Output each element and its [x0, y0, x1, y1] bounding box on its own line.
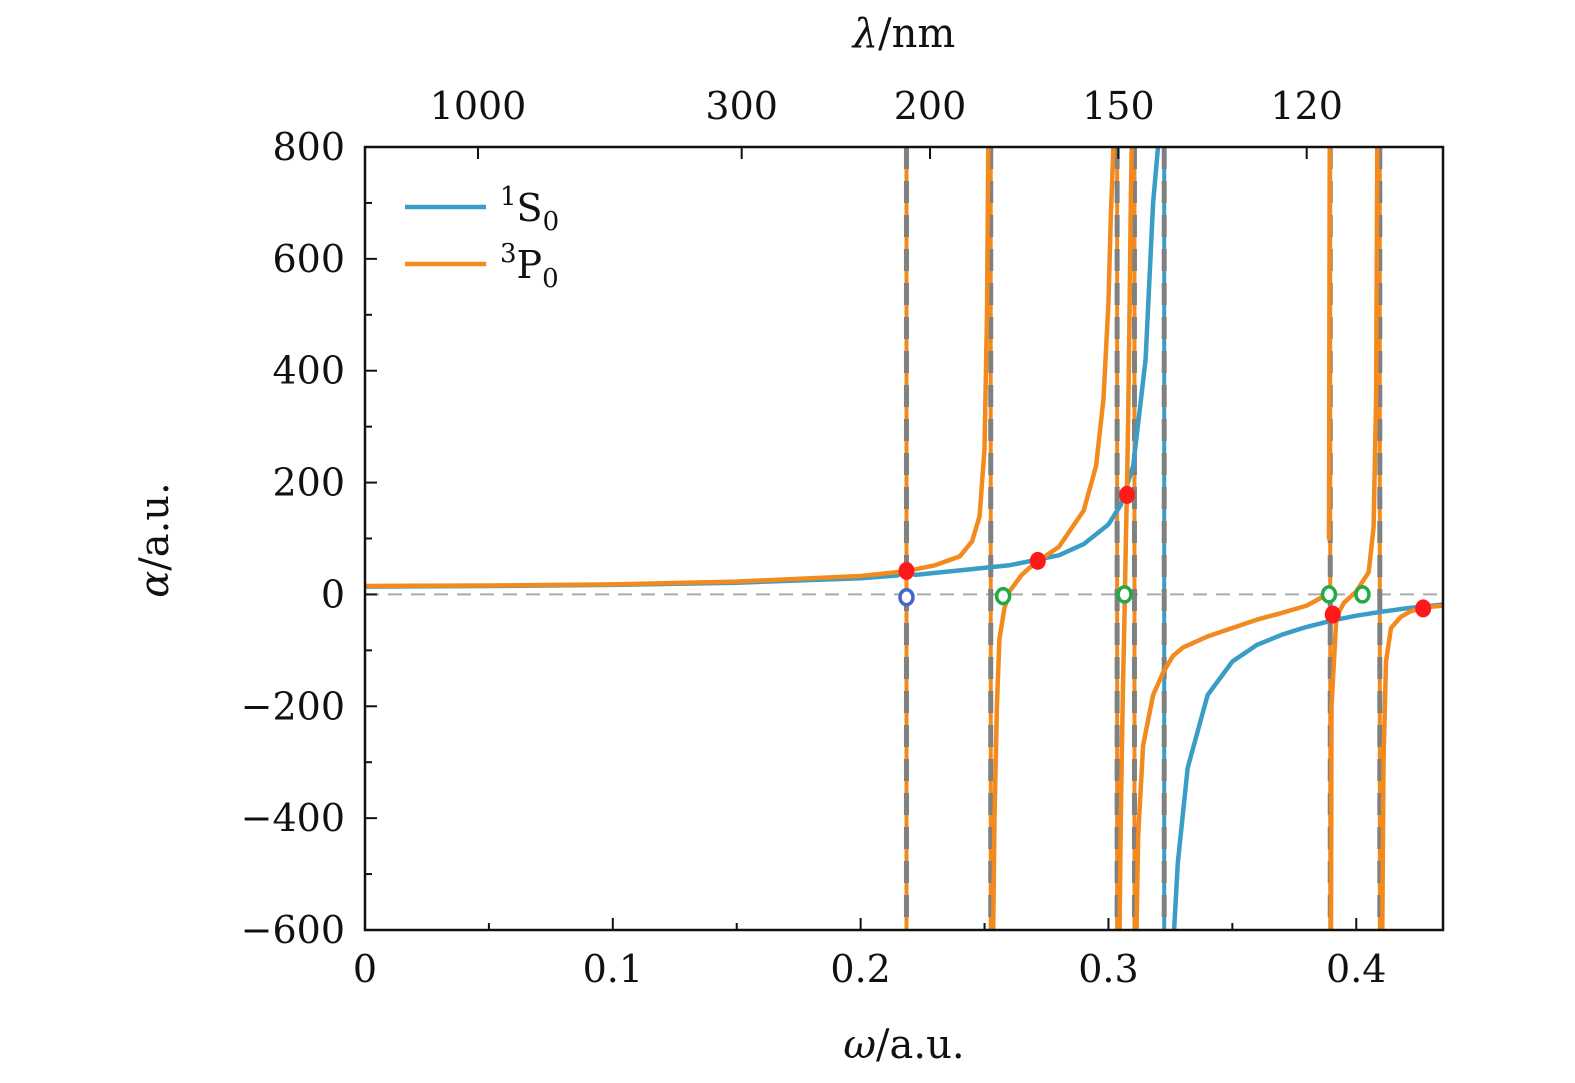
tune-out-point-3P0: [994, 586, 1012, 606]
series-line-3P0-segment-0: [365, 569, 901, 589]
top-axis-unit: /nm: [878, 11, 955, 57]
tune-out-point-3P0: [1354, 585, 1371, 604]
legend-label-subscript: 0: [542, 264, 559, 294]
top-tick-label: 200: [894, 84, 967, 128]
magic-wavelength-point: [1324, 605, 1341, 624]
legend-label-superscript: 3: [500, 239, 517, 269]
series-line-3P0-segment-4: [1134, 592, 1331, 930]
x-axis-symbol: ω: [843, 1022, 876, 1068]
series-line-3P0-segment-5: [1326, 147, 1332, 541]
series-lines: [365, 147, 1443, 930]
y-tick-label: 600: [272, 237, 345, 281]
x-tick-label: 0.3: [1078, 947, 1138, 991]
magic-wavelength-point: [898, 561, 915, 580]
y-axis-symbol: α: [132, 571, 178, 598]
y-tick-label: 400: [272, 349, 345, 393]
series-line-3P0-segment-3: [1117, 147, 1134, 930]
y-tick-label: −600: [241, 908, 345, 952]
y-tick-label: −400: [241, 796, 345, 840]
x-tick-label: 0.1: [583, 947, 643, 991]
x-axis-title: ω/a.u.: [843, 1022, 964, 1068]
legend-label-superscript: 1: [500, 182, 517, 212]
series-line-3P0-segment-6: [1328, 147, 1380, 930]
marker-points: [898, 485, 1432, 624]
legend-label-base: P: [517, 243, 543, 287]
magic-wavelength-point: [1415, 599, 1432, 618]
x-axis-unit: /a.u.: [876, 1022, 965, 1068]
x-tick-label: 0.4: [1326, 947, 1386, 991]
legend-label: 3P0: [500, 239, 559, 294]
top-axis-title: λ/nm: [851, 11, 956, 57]
legend-label: 1S0: [500, 182, 559, 237]
y-tick-label: 200: [272, 461, 345, 505]
top-tick-label: 1000: [430, 84, 527, 128]
top-tick-label: 150: [1082, 84, 1155, 128]
tune-out-point-1S0: [898, 587, 915, 607]
y-axis-title: α/a.u.: [132, 482, 178, 598]
magic-wavelength-point: [1119, 485, 1136, 504]
series-line-3P0-segment-7: [1380, 603, 1443, 930]
x-tick-label: 0.2: [830, 947, 890, 991]
top-tick-label: 300: [705, 84, 778, 128]
series-line-1S0-segment-1: [912, 147, 1161, 578]
tune-out-point-3P0: [1116, 585, 1133, 604]
magic-wavelength-point: [1029, 551, 1046, 570]
top-tick-label: 120: [1270, 84, 1343, 128]
tune-out-point-3P0: [1320, 585, 1338, 604]
y-tick-label: −200: [241, 684, 345, 728]
series-line-1S0-segment-2: [1171, 602, 1443, 930]
x-tick-label: 0: [353, 947, 377, 991]
series-line-3P0-segment-1: [912, 147, 991, 572]
legend-label-subscript: 0: [543, 207, 560, 237]
y-tick-label: 800: [272, 125, 345, 169]
y-tick-label: 0: [321, 572, 345, 616]
series-line-3P0-segment-2: [990, 147, 1116, 930]
y-axis-unit: /a.u.: [132, 482, 178, 571]
axis-ticks: 0 0.1 0.2 0.3 0.48006004002000−200−400−60010…: [241, 84, 1387, 991]
top-axis-symbol: λ: [851, 11, 878, 57]
legend-label-base: S: [517, 186, 543, 230]
resonance-lines: [903, 147, 1383, 930]
